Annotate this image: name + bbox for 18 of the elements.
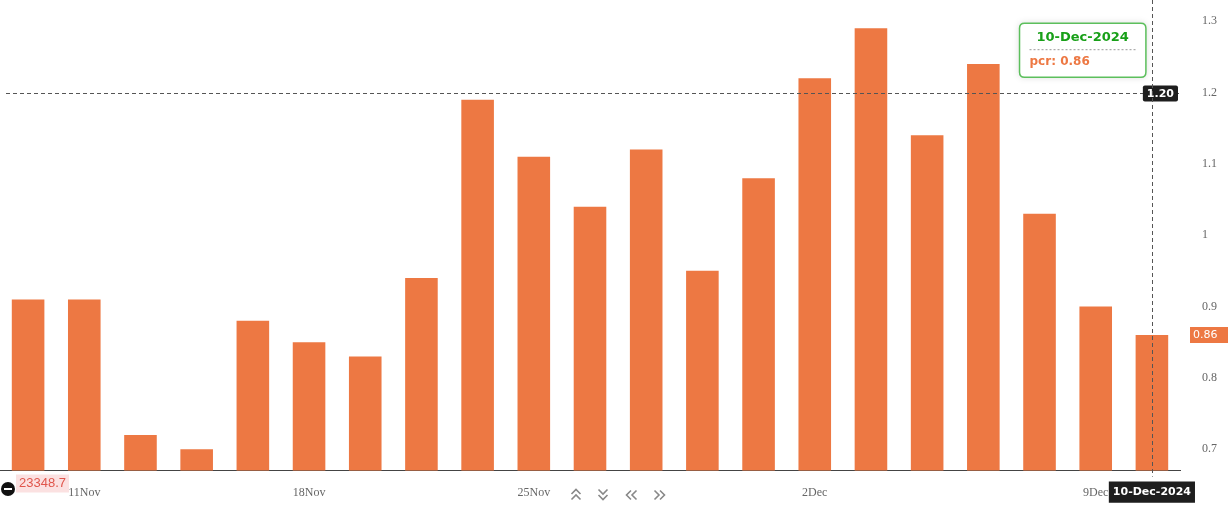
y-tick-label: 0.9 [1202,298,1217,313]
y-tick-label: 1 [1202,227,1208,242]
y-tick-label: 1.2 [1202,84,1217,99]
annotation: pcr: 0.86 [1029,54,1090,69]
y-tick-label: 1.3 [1202,13,1217,28]
x-tick-label: 2Dec [802,484,828,499]
x-tick-label: 25Nov [517,484,551,499]
ref-line-label: 1.20 [1146,86,1175,100]
x-tick-label: 11Nov [68,484,101,499]
x-tick-label: 9Dec [1083,484,1109,499]
x-tick-label: 18Nov [292,484,326,499]
x-tick-label: 10-Dec-2024 [1112,485,1192,499]
annotation: 10-Dec-2024 [1036,28,1129,44]
y-tick-label: 0.8 [1202,370,1217,385]
text: 23348.7 [19,475,66,491]
y-tick-label: 0.7 [1202,441,1217,456]
text: 0.86 [1193,327,1218,341]
y-tick-label: 1.1 [1202,156,1217,171]
